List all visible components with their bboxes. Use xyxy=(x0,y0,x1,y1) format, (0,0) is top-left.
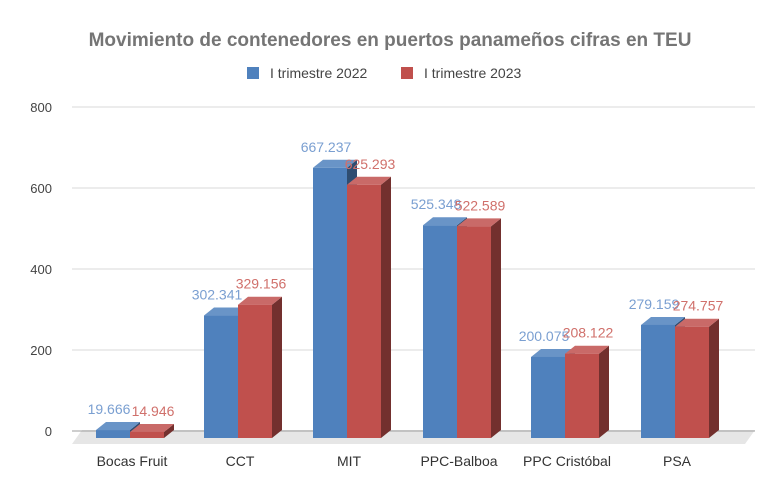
bar-side xyxy=(381,176,391,438)
bar-top xyxy=(204,307,248,316)
bar-top xyxy=(641,316,685,325)
bar xyxy=(675,326,709,438)
y-tick-label: 400 xyxy=(30,262,52,277)
bar-top xyxy=(313,159,357,168)
data-label: 274.757 xyxy=(673,298,724,314)
data-label: 14.946 xyxy=(132,403,175,419)
data-label: 19.666 xyxy=(88,401,131,417)
y-tick-label: 800 xyxy=(30,100,52,115)
bar-top xyxy=(96,422,140,431)
x-tick-label: MIT xyxy=(337,453,362,469)
bar xyxy=(347,184,381,438)
bar-top xyxy=(347,176,391,185)
bar-side xyxy=(491,218,501,438)
legend: I trimestre 2022 I trimestre 2023 xyxy=(247,65,521,81)
data-label: 200.075 xyxy=(519,328,570,344)
data-label: 208.122 xyxy=(563,325,614,341)
bar xyxy=(204,315,238,438)
data-label: 667.237 xyxy=(301,139,352,155)
data-label: 329.156 xyxy=(236,276,287,292)
x-axis: Bocas Fruit CCT MIT PPC-Balboa PPC Cristóbal… xyxy=(97,453,692,469)
x-tick-label: PPC-Balboa xyxy=(420,453,497,469)
x-tick-label: Bocas Fruit xyxy=(97,453,168,469)
bar xyxy=(313,167,347,438)
x-tick-label: PSA xyxy=(663,453,692,469)
bars xyxy=(96,159,719,438)
bar-side xyxy=(599,345,609,438)
bar xyxy=(531,356,565,438)
data-label: 625.293 xyxy=(345,156,396,172)
x-tick-label: PPC Cristóbal xyxy=(523,453,611,469)
bar xyxy=(130,431,164,438)
y-tick-label: 0 xyxy=(45,424,52,439)
data-label: 522.589 xyxy=(455,197,506,213)
bar xyxy=(641,324,675,438)
x-tick-label: CCT xyxy=(226,453,255,469)
bar-top xyxy=(130,423,174,432)
bar xyxy=(238,304,272,438)
bar-top xyxy=(531,348,575,357)
legend-label: I trimestre 2022 xyxy=(270,65,367,81)
bar-top xyxy=(457,218,501,227)
bar-side xyxy=(272,296,282,438)
data-label: 279.159 xyxy=(629,296,680,312)
bar xyxy=(96,430,130,438)
bar-top xyxy=(238,296,282,305)
bar-top xyxy=(565,345,609,354)
bar xyxy=(423,225,457,438)
y-tick-label: 200 xyxy=(30,343,52,358)
bar-side xyxy=(709,318,719,438)
data-label: 302.341 xyxy=(192,287,243,303)
legend-swatch xyxy=(247,67,259,79)
bar-side xyxy=(164,423,174,438)
bar-top xyxy=(423,217,467,226)
legend-label: I trimestre 2023 xyxy=(424,65,521,81)
legend-swatch xyxy=(401,67,413,79)
bar xyxy=(457,226,491,438)
data-label: 525.348 xyxy=(411,196,462,212)
y-tick-label: 600 xyxy=(30,181,52,196)
bar xyxy=(565,353,599,438)
bar-top xyxy=(675,318,719,327)
chart-title: Movimiento de contenedores en puertos pa… xyxy=(89,30,692,51)
